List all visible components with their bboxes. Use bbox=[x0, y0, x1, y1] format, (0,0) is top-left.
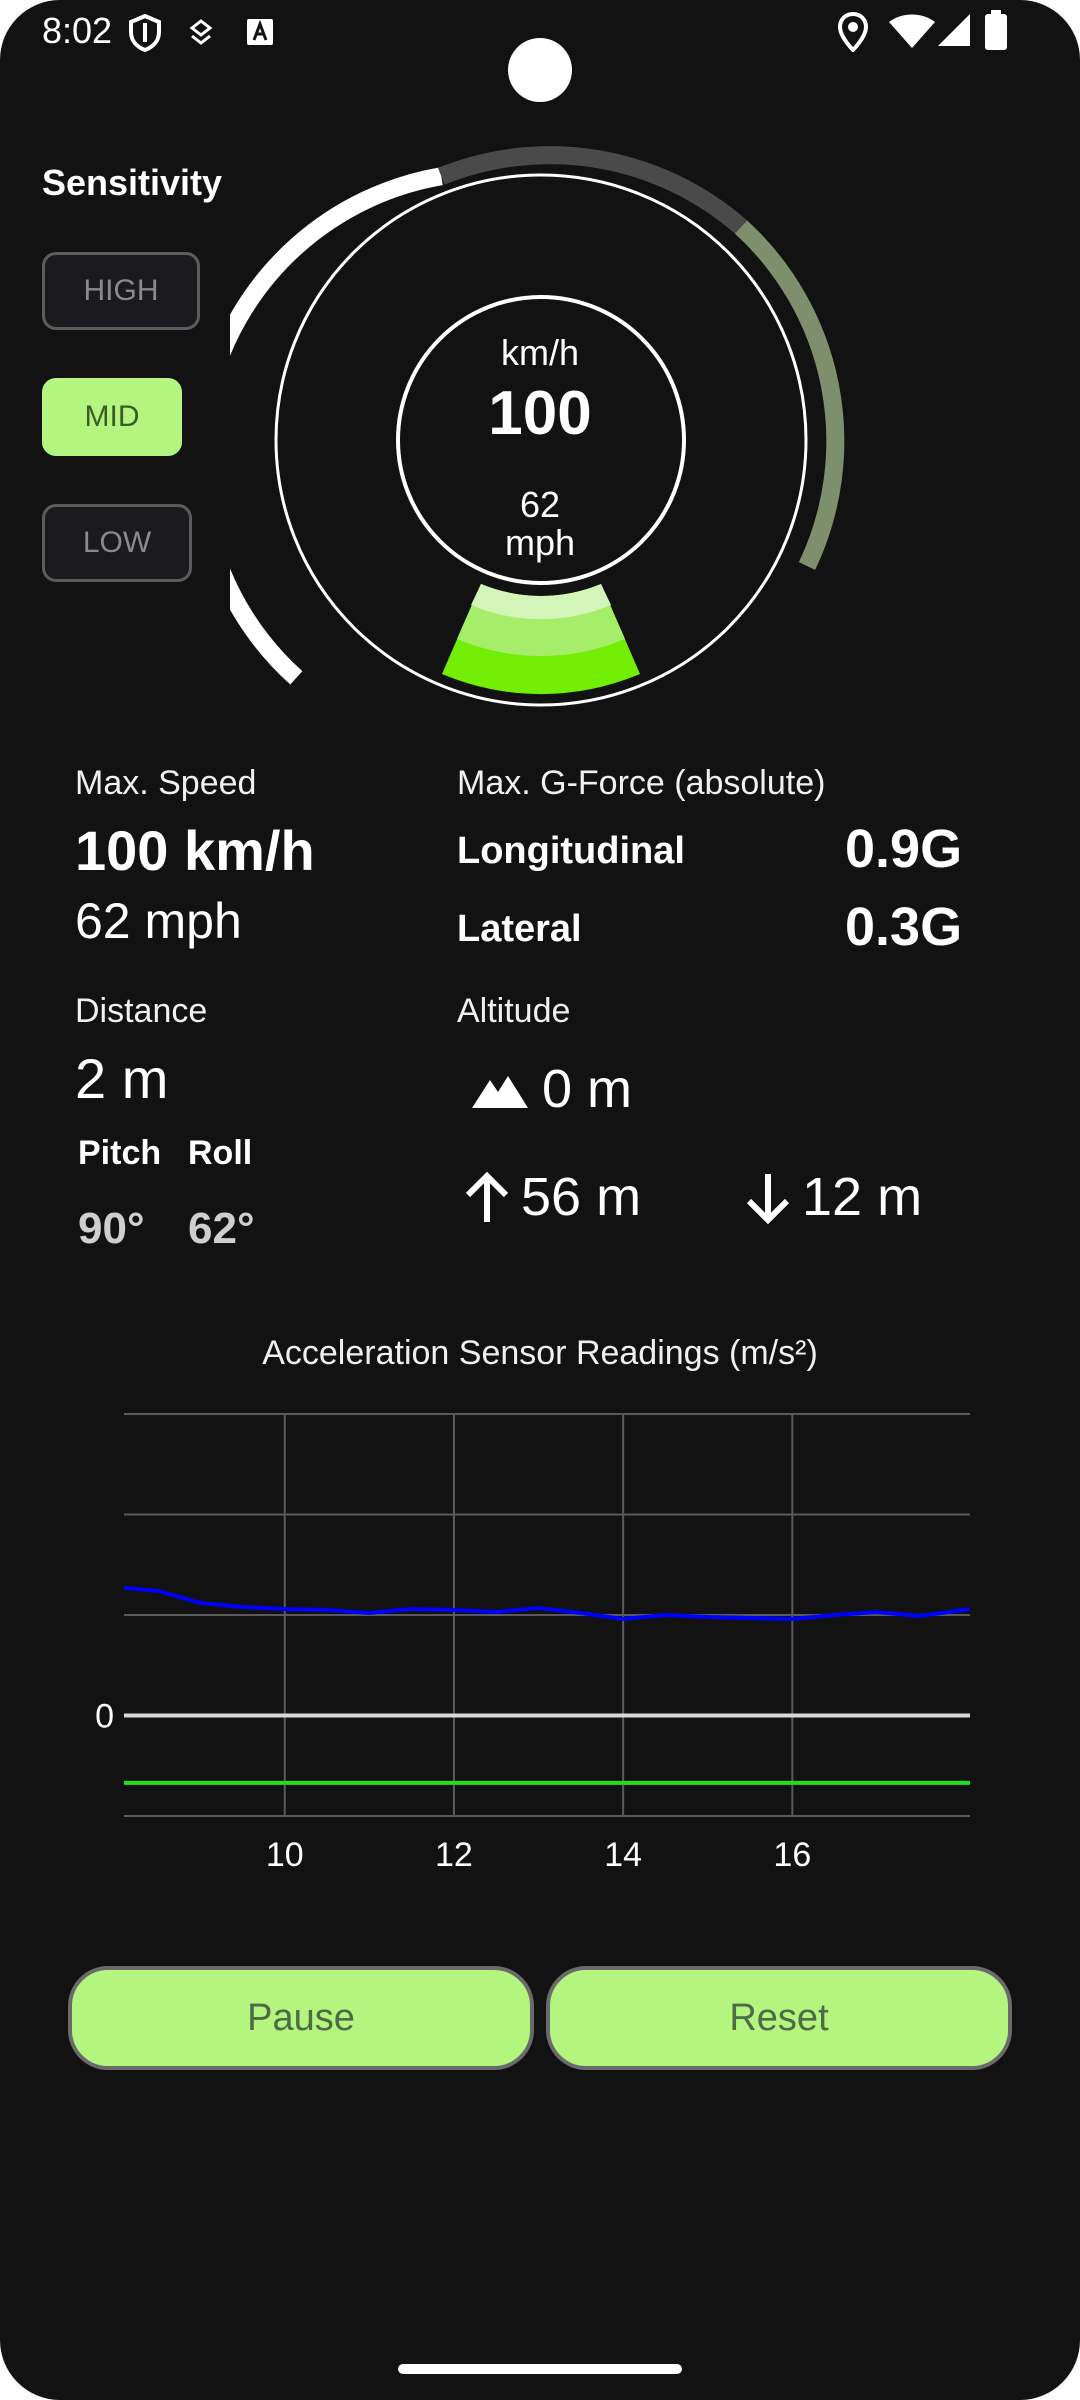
longitudinal-value: 0.9G bbox=[845, 819, 963, 879]
gauge-arc-white bbox=[230, 167, 443, 685]
gauge-unit-mph: mph bbox=[504, 522, 576, 563]
mountain-icon bbox=[472, 1076, 528, 1108]
camera-cutout bbox=[508, 38, 572, 102]
acceleration-chart: 10 12 14 16 0 bbox=[95, 1413, 971, 1874]
gauge-unit-kmh: km/h bbox=[500, 332, 579, 373]
gauge-outer-ring bbox=[274, 173, 808, 707]
pitch-label: Pitch bbox=[78, 1134, 162, 1172]
altitude-descent-value: 12 m bbox=[802, 1167, 923, 1227]
sensitivity-title: Sensitivity bbox=[42, 162, 223, 203]
lateral-value: 0.3G bbox=[845, 897, 963, 957]
max-speed-mph: 62 mph bbox=[75, 893, 242, 949]
wifi-icon bbox=[889, 14, 935, 48]
status-time: 8:02 bbox=[42, 10, 113, 51]
lateral-label: Lateral bbox=[457, 908, 582, 950]
max-speed-label: Max. Speed bbox=[75, 764, 257, 802]
distance-value: 2 m bbox=[75, 1047, 169, 1110]
series-line-0 bbox=[123, 1585, 971, 1622]
altitude-label: Altitude bbox=[457, 992, 571, 1030]
pause-button[interactable]: Pause bbox=[68, 1966, 534, 2070]
gauge-needle-band-inner bbox=[471, 584, 611, 620]
location-icon bbox=[838, 12, 868, 52]
home-indicator[interactable] bbox=[398, 2364, 682, 2374]
y-tick-label: 0 bbox=[95, 1698, 114, 1736]
gauge-arc-dark bbox=[437, 146, 747, 234]
roll-value: 62° bbox=[188, 1204, 255, 1253]
signal-icon bbox=[938, 14, 970, 46]
max-speed-kmh: 100 km/h bbox=[75, 819, 315, 882]
gauge-speed-value: 100 bbox=[488, 379, 592, 448]
keyboard-a-icon bbox=[247, 19, 273, 45]
gauge-inner-ring bbox=[396, 295, 686, 585]
chart-title: Acceleration Sensor Readings (m/s²) bbox=[262, 1334, 818, 1372]
arrow-down-icon bbox=[746, 1174, 790, 1224]
altitude-ascent-value: 56 m bbox=[521, 1167, 642, 1227]
gforce-label: Max. G-Force (absolute) bbox=[457, 764, 826, 802]
x-tick-label: 10 bbox=[266, 1836, 304, 1874]
distance-label: Distance bbox=[75, 992, 208, 1030]
longitudinal-label: Longitudinal bbox=[457, 830, 685, 872]
roll-label: Roll bbox=[188, 1134, 253, 1172]
pitch-value: 90° bbox=[78, 1204, 145, 1253]
x-tick-label: 14 bbox=[604, 1836, 642, 1874]
reset-button[interactable]: Reset bbox=[546, 1966, 1012, 2070]
sensitivity-mid-button[interactable]: MID bbox=[42, 378, 182, 456]
battery-icon bbox=[985, 10, 1007, 50]
gauge-arc-green bbox=[734, 220, 845, 570]
data-saver-icon bbox=[189, 19, 213, 45]
shield-icon bbox=[129, 14, 161, 52]
arrow-up-icon bbox=[465, 1172, 509, 1222]
sensitivity-low-button[interactable]: LOW bbox=[42, 504, 192, 582]
gauge-mph-value: 62 bbox=[519, 484, 561, 525]
altitude-value: 0 m bbox=[542, 1059, 633, 1119]
sensitivity-high-button[interactable]: HIGH bbox=[42, 252, 200, 330]
x-tick-label: 12 bbox=[435, 1836, 473, 1874]
speed-gauge bbox=[230, 146, 845, 707]
x-tick-label: 16 bbox=[773, 1836, 811, 1874]
